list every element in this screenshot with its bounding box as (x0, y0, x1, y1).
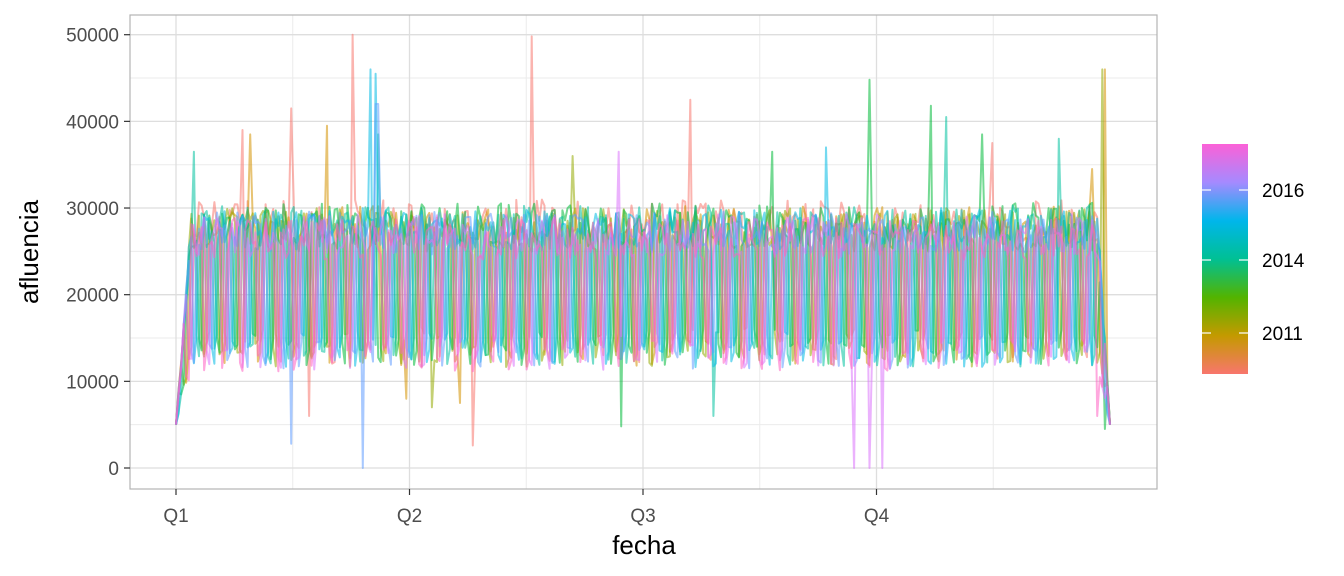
x-tick-label: Q4 (864, 506, 890, 527)
y-tick-label: 50000 (66, 26, 119, 47)
y-axis-title: afluencia (14, 199, 44, 304)
y-tick-label: 30000 (66, 199, 119, 220)
legend-label: 2011 (1262, 324, 1303, 345)
y-tick-label: 20000 (66, 286, 119, 307)
series-layer (175, 33, 1111, 469)
x-tick-label: Q2 (397, 506, 422, 527)
colorbar (1202, 144, 1248, 374)
color-legend: 2011 2014 2016 (1202, 144, 1305, 374)
y-tick-label: 0 (108, 459, 119, 480)
y-tick-label: 10000 (66, 372, 119, 393)
series-line-2018 (175, 216, 1111, 425)
x-axis-title: fecha (612, 530, 676, 560)
y-tick-label: 40000 (66, 112, 119, 133)
x-tick-label: Q1 (163, 506, 188, 527)
legend-label: 2014 (1262, 251, 1305, 272)
axis-ticks: 0 10000 20000 30000 40000 50000 Q1 Q2 Q3 Q4 (66, 26, 889, 527)
legend-label: 2016 (1262, 181, 1304, 202)
x-tick-label: Q3 (630, 506, 655, 527)
